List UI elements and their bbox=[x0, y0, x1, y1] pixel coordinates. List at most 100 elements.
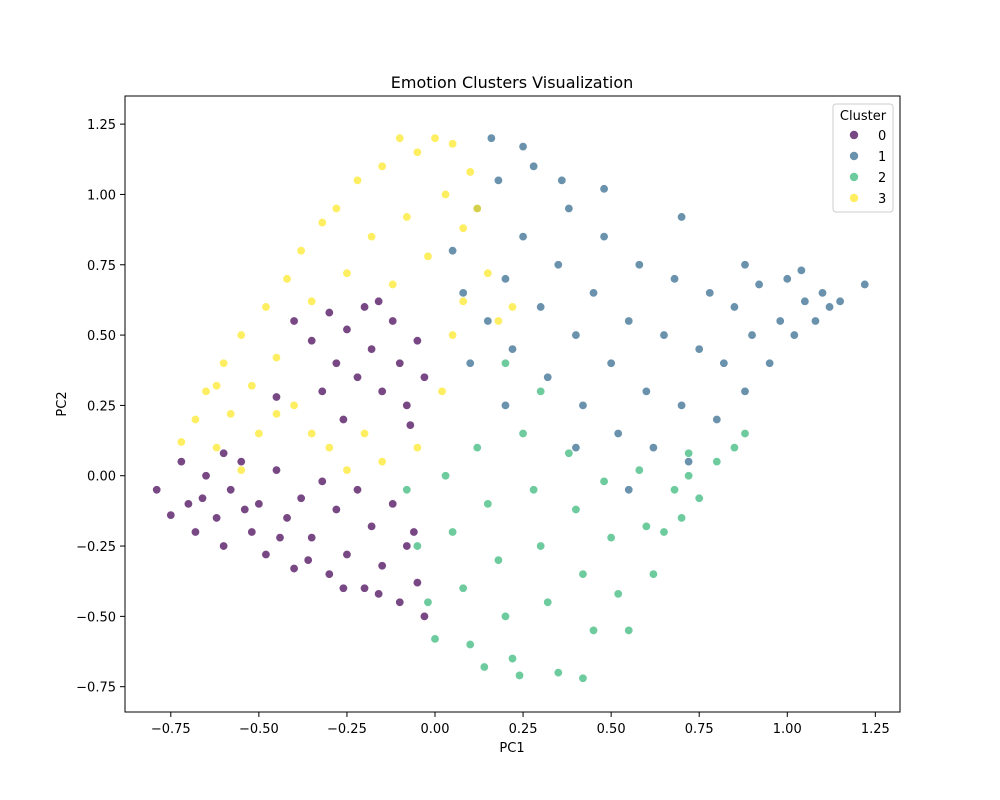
point-cluster-3 bbox=[472, 204, 482, 214]
point-cluster-0 bbox=[388, 316, 398, 326]
point-cluster-2 bbox=[589, 625, 599, 635]
point-cluster-0 bbox=[342, 549, 352, 559]
point-cluster-3 bbox=[271, 409, 281, 419]
point-cluster-3 bbox=[190, 414, 200, 424]
point-cluster-3 bbox=[296, 246, 306, 256]
point-cluster-3 bbox=[247, 381, 257, 391]
point-cluster-0 bbox=[236, 457, 246, 467]
x-tick-label: −0.75 bbox=[151, 722, 191, 737]
point-cluster-0 bbox=[409, 527, 419, 537]
point-cluster-1 bbox=[589, 288, 599, 298]
legend-entries: 0 1 2 3 bbox=[849, 129, 886, 207]
point-cluster-1 bbox=[458, 288, 468, 298]
point-cluster-0 bbox=[152, 485, 162, 495]
point-cluster-0 bbox=[395, 358, 405, 368]
point-cluster-1 bbox=[500, 400, 510, 410]
point-cluster-3 bbox=[360, 429, 370, 439]
point-cluster-1 bbox=[624, 485, 634, 495]
point-cluster-1 bbox=[624, 316, 634, 326]
point-cluster-0 bbox=[303, 555, 313, 565]
point-cluster-0 bbox=[412, 578, 422, 588]
point-cluster-1 bbox=[775, 316, 785, 326]
point-cluster-0 bbox=[261, 549, 271, 559]
point-cluster-3 bbox=[212, 381, 222, 391]
point-cluster-0 bbox=[338, 583, 348, 593]
point-cluster-3 bbox=[261, 302, 271, 312]
point-cluster-0 bbox=[247, 527, 257, 537]
point-cluster-3 bbox=[342, 268, 352, 278]
point-cluster-3 bbox=[317, 218, 327, 228]
y-axis: −0.75 −0.50 −0.25 0.00 0.25 0.50 0.75 1.00 1.25 bbox=[76, 118, 125, 696]
point-cluster-0 bbox=[176, 457, 186, 467]
y-tick-label: 0.25 bbox=[87, 399, 116, 414]
x-tick-label: −0.25 bbox=[327, 722, 367, 737]
point-cluster-0 bbox=[342, 324, 352, 334]
point-cluster-3 bbox=[448, 139, 458, 149]
point-cluster-3 bbox=[324, 443, 334, 453]
point-cluster-1 bbox=[800, 296, 810, 306]
point-cluster-1 bbox=[648, 443, 658, 453]
x-tick-label: −0.50 bbox=[239, 722, 279, 737]
point-cluster-1 bbox=[536, 302, 546, 312]
point-cluster-3 bbox=[412, 443, 422, 453]
point-cluster-1 bbox=[578, 400, 588, 410]
point-cluster-3 bbox=[437, 386, 447, 396]
point-cluster-1 bbox=[564, 204, 574, 214]
point-cluster-0 bbox=[402, 541, 412, 551]
point-cluster-2 bbox=[670, 485, 680, 495]
legend-marker-3 bbox=[849, 193, 859, 203]
legend-box bbox=[832, 103, 894, 213]
x-axis: −0.75 −0.50 −0.25 0.00 0.25 0.50 0.75 1.00 1.25 bbox=[151, 712, 890, 737]
point-cluster-1 bbox=[670, 274, 680, 284]
point-cluster-2 bbox=[729, 443, 739, 453]
point-cluster-0 bbox=[352, 372, 362, 382]
point-cluster-2 bbox=[500, 611, 510, 621]
point-cluster-3 bbox=[377, 457, 387, 467]
x-tick-label: 1.00 bbox=[773, 722, 802, 737]
point-cluster-3 bbox=[441, 189, 451, 199]
point-cluster-1 bbox=[684, 457, 694, 467]
point-cluster-1 bbox=[659, 330, 669, 340]
point-cluster-1 bbox=[796, 265, 806, 275]
point-cluster-0 bbox=[307, 336, 317, 346]
point-cluster-3 bbox=[282, 274, 292, 284]
point-cluster-0 bbox=[395, 597, 405, 607]
point-cluster-2 bbox=[684, 448, 694, 458]
series-cluster-0 bbox=[152, 296, 429, 621]
point-cluster-3 bbox=[458, 296, 468, 306]
legend-label-3: 3 bbox=[878, 192, 886, 207]
point-cluster-1 bbox=[634, 260, 644, 270]
x-tick-label: 0.00 bbox=[421, 722, 450, 737]
plot-frame bbox=[124, 95, 901, 713]
points-layer bbox=[152, 133, 870, 683]
point-cluster-2 bbox=[515, 670, 525, 680]
point-cluster-3 bbox=[483, 268, 493, 278]
point-cluster-1 bbox=[789, 330, 799, 340]
point-cluster-2 bbox=[402, 485, 412, 495]
point-cluster-1 bbox=[712, 414, 722, 424]
point-cluster-0 bbox=[198, 493, 208, 503]
point-cluster-2 bbox=[543, 597, 553, 607]
point-cluster-1 bbox=[747, 330, 757, 340]
point-cluster-0 bbox=[360, 302, 370, 312]
point-cluster-0 bbox=[296, 493, 306, 503]
point-cluster-0 bbox=[219, 541, 229, 551]
point-cluster-0 bbox=[275, 533, 285, 543]
point-cluster-2 bbox=[712, 457, 722, 467]
point-cluster-2 bbox=[536, 541, 546, 551]
point-cluster-1 bbox=[677, 212, 687, 222]
point-cluster-1 bbox=[493, 175, 503, 185]
point-cluster-1 bbox=[817, 288, 827, 298]
point-cluster-1 bbox=[553, 260, 563, 270]
point-cluster-2 bbox=[472, 443, 482, 453]
x-tick-label: 1.25 bbox=[861, 722, 890, 737]
point-cluster-0 bbox=[183, 499, 193, 509]
point-cluster-2 bbox=[507, 654, 517, 664]
point-cluster-3 bbox=[226, 409, 236, 419]
point-cluster-1 bbox=[557, 175, 567, 185]
point-cluster-0 bbox=[324, 569, 334, 579]
point-cluster-3 bbox=[367, 232, 377, 242]
point-cluster-2 bbox=[606, 533, 616, 543]
point-cluster-3 bbox=[458, 223, 468, 233]
